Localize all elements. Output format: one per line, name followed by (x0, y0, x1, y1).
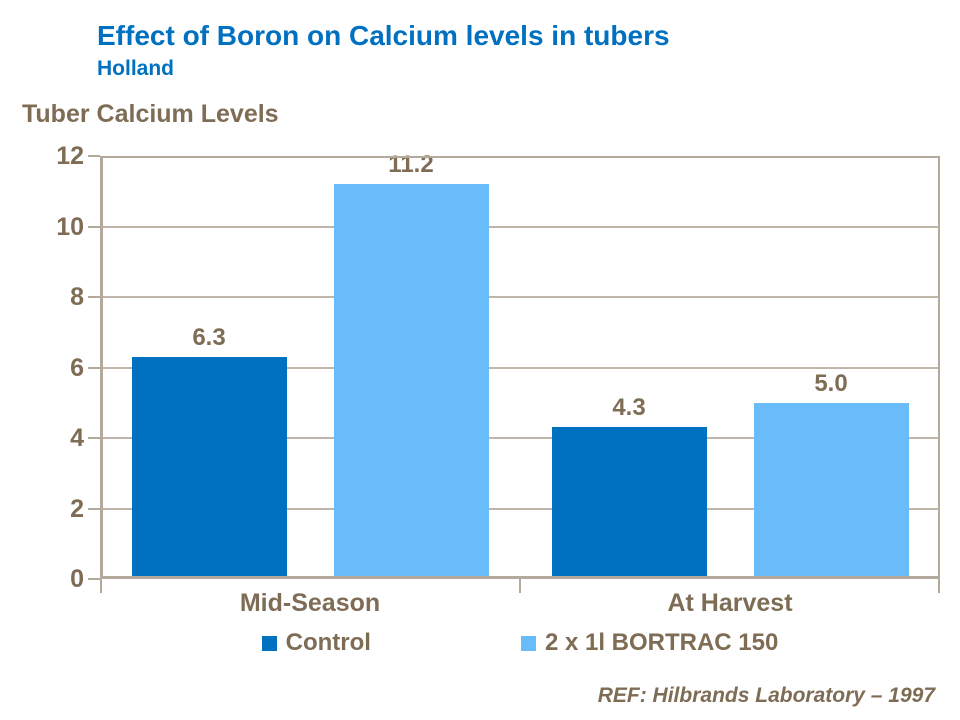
y-axis-tick-2 (88, 507, 100, 510)
y-axis-label-6: 6 (70, 353, 84, 382)
gridline-4 (100, 437, 940, 439)
bar-control-mid-season (131, 356, 287, 579)
data-label-2-x-1l-bortrac-150-at-harvest: 5.0 (814, 369, 848, 397)
gridline-6 (100, 366, 940, 369)
y-axis-label-0: 0 (70, 565, 84, 593)
chart-legend: Control 2 x 1l BORTRAC 150 (100, 630, 940, 656)
bar-2-x-1l-bortrac-150-mid-season (333, 184, 489, 579)
plot-border-top (100, 156, 940, 158)
category-label-at-harvest: At Harvest (667, 589, 793, 617)
x-axis-tick-0 (100, 579, 102, 593)
legend-item-control: Control (261, 629, 371, 656)
bar-2-x-1l-bortrac-150-at-harvest (753, 402, 909, 579)
data-label-control-at-harvest: 4.3 (612, 394, 646, 422)
y-axis-label-4: 4 (70, 424, 84, 452)
legend-label: Control (285, 629, 371, 656)
y-axis-tick-10 (88, 225, 100, 228)
y-axis-tick-0 (88, 578, 100, 580)
bar-control-at-harvest (551, 427, 707, 579)
gridline-2 (100, 507, 940, 510)
gridline-10 (100, 225, 940, 228)
y-axis-label-8: 8 (70, 283, 84, 311)
y-axis-tick-4 (88, 437, 100, 439)
data-label-2-x-1l-bortrac-150-mid-season: 11.2 (388, 151, 434, 179)
page-subtitle: Holland (97, 57, 174, 80)
gridline-8 (100, 296, 940, 298)
legend-swatch-icon (520, 635, 536, 651)
x-axis-tick-right (938, 579, 940, 593)
chart-title: Tuber Calcium Levels (22, 100, 279, 128)
legend-swatch-icon (261, 635, 277, 651)
y-axis-label-2: 2 (70, 494, 84, 523)
category-label-mid-season: Mid-Season (239, 589, 381, 617)
y-axis-tick-12 (88, 155, 100, 157)
x-axis-tick-1 (519, 579, 521, 593)
legend-item-2-x-1l-bortrac-150: 2 x 1l BORTRAC 150 (520, 629, 779, 656)
y-axis-label-10: 10 (56, 212, 84, 241)
y-axis-tick-8 (88, 296, 100, 298)
plot-border-right (938, 156, 940, 579)
y-axis-tick-6 (88, 366, 100, 369)
legend-label: 2 x 1l BORTRAC 150 (544, 629, 779, 656)
plot-area: Control 2 x 1l BORTRAC 150 0 2 4 6 8 10 12 6.3 11… (56, 142, 940, 656)
y-axis-line (100, 156, 103, 579)
data-label-control-mid-season: 6.3 (192, 323, 226, 351)
reference-note: REF: Hilbrands Laboratory – 1997 (597, 684, 935, 707)
page-title: Effect of Boron on Calcium levels in tub… (97, 20, 670, 51)
x-axis-line (100, 576, 940, 579)
y-axis-label-12: 12 (56, 142, 84, 170)
